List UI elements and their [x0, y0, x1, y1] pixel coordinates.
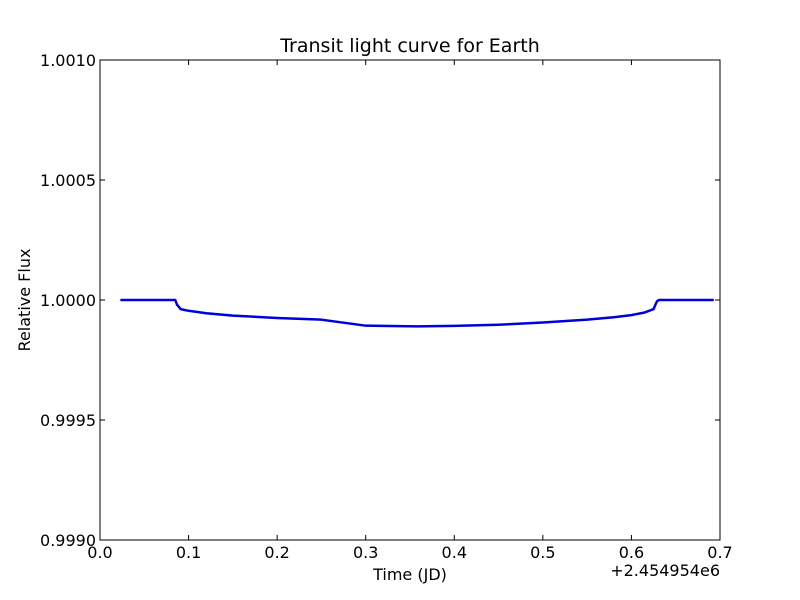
x-axis-offset-label: +2.454954e6 — [610, 561, 720, 580]
y-axis-ticks: 0.9990 0.9995 1.0000 1.0005 1.0010 — [40, 51, 720, 550]
y-tick-label: 1.0005 — [40, 171, 96, 190]
x-tick-label: 0.6 — [619, 543, 644, 562]
y-tick-label: 0.9995 — [40, 411, 96, 430]
x-tick-label: 0.2 — [264, 543, 289, 562]
x-tick-label: 0.3 — [353, 543, 378, 562]
y-axis-label: Relative Flux — [15, 249, 34, 352]
x-tick-label: 0.7 — [707, 543, 732, 562]
series-layer — [120, 298, 714, 328]
chart-title: Transit light curve for Earth — [279, 35, 540, 57]
y-tick-label: 1.0000 — [40, 291, 96, 310]
x-tick-label: 0.0 — [87, 543, 112, 562]
x-axis-label: Time (JD) — [372, 565, 447, 584]
y-tick-label: 0.9990 — [40, 531, 96, 550]
plot-area — [99, 59, 721, 541]
x-tick-label: 0.1 — [176, 543, 201, 562]
x-tick-label: 0.5 — [530, 543, 555, 562]
x-axis-ticks: 0.0 0.1 0.2 0.3 0.4 0.5 0.6 0.7 — [87, 60, 733, 562]
x-tick-label: 0.4 — [442, 543, 467, 562]
y-tick-label: 1.0010 — [40, 51, 96, 70]
series-line — [120, 298, 714, 328]
